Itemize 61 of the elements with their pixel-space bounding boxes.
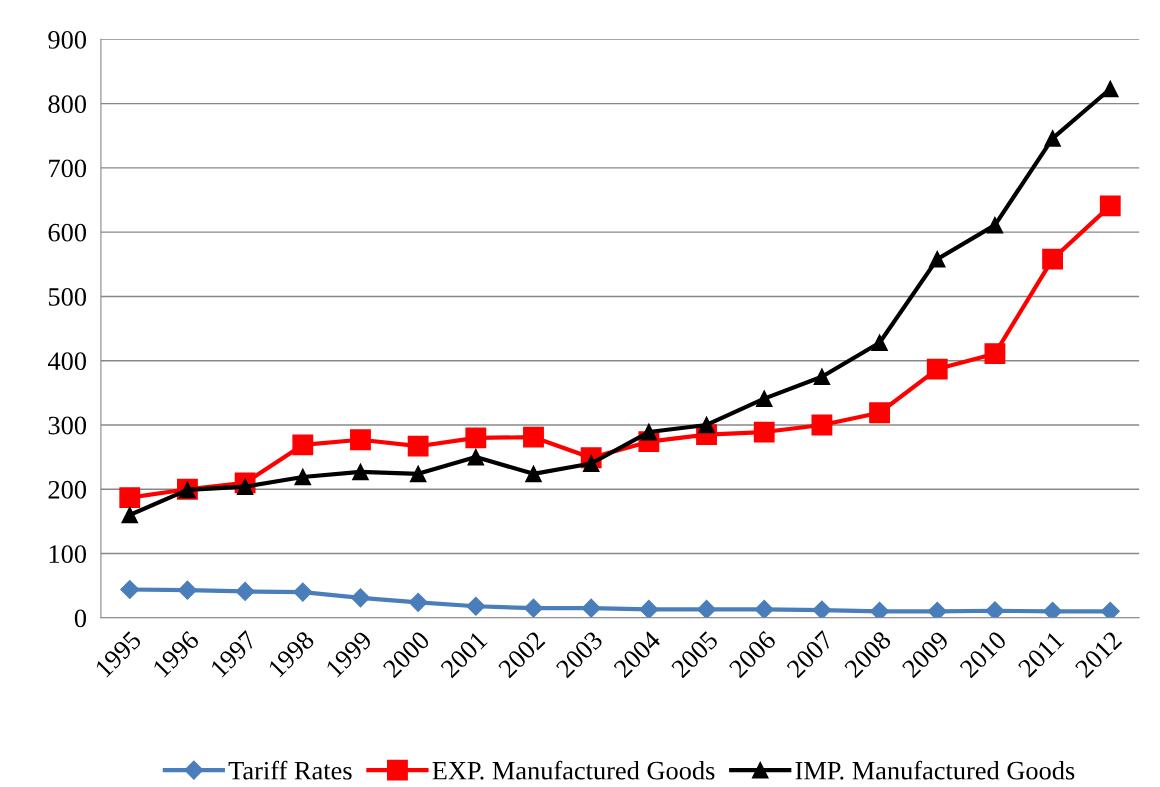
point [177, 580, 197, 600]
point [928, 250, 946, 268]
point [1101, 80, 1119, 98]
point [581, 598, 601, 618]
point [753, 421, 775, 443]
point [639, 599, 659, 618]
point [292, 434, 314, 456]
point [811, 414, 833, 436]
point [1042, 248, 1064, 270]
point [1100, 601, 1120, 618]
y-tick-label: 900 [48, 30, 87, 49]
point [871, 334, 888, 352]
point [235, 581, 255, 601]
y-tick-label: 0 [74, 609, 87, 628]
legend-label: Tariff Rates [228, 760, 352, 780]
point [698, 416, 715, 434]
point [926, 358, 948, 380]
point [407, 435, 429, 457]
point [119, 487, 141, 509]
point [640, 423, 658, 441]
point [350, 588, 371, 608]
legend-label: IMP. Manufactured Goods [795, 760, 1075, 780]
point [813, 368, 831, 386]
point [293, 582, 313, 602]
point [927, 601, 947, 618]
point [812, 600, 832, 618]
y-tick-label: 100 [49, 545, 87, 563]
y-tick-label: 300 [48, 416, 87, 435]
point [408, 592, 428, 612]
point [697, 599, 717, 618]
point [1099, 195, 1121, 217]
point [984, 343, 1006, 365]
point [755, 390, 773, 407]
point [467, 448, 485, 466]
point [1043, 601, 1063, 618]
point [869, 402, 890, 424]
y-tick-label: 500 [48, 288, 87, 306]
point [523, 426, 544, 448]
y-tick-label: 700 [49, 159, 87, 178]
point [121, 506, 139, 524]
point [582, 455, 600, 472]
point [236, 478, 254, 496]
point [870, 601, 890, 618]
y-tick-label: 400 [47, 352, 87, 371]
point [350, 429, 371, 451]
point [985, 601, 1005, 618]
y-tick-label: 800 [48, 95, 87, 114]
point [465, 427, 487, 449]
point [294, 468, 312, 486]
point [120, 579, 140, 600]
point [352, 463, 369, 481]
point [754, 599, 774, 618]
point [1044, 129, 1061, 147]
y-tick-label: 200 [48, 480, 87, 499]
y-tick-label: 600 [48, 223, 87, 242]
point [525, 465, 542, 483]
legend-label: EXP. Manufactured Goods [432, 760, 715, 780]
point [466, 596, 486, 616]
point [409, 465, 427, 483]
point [523, 598, 544, 618]
point [986, 216, 1004, 234]
